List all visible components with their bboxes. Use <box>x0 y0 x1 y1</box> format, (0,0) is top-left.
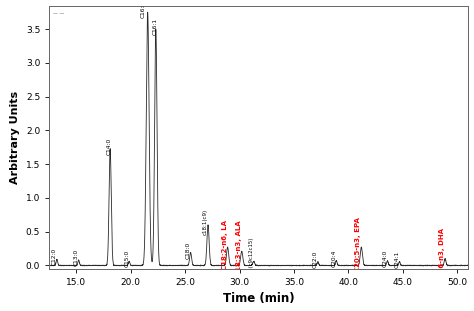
Text: C20:4: C20:4 <box>331 249 337 267</box>
Text: C15:0: C15:0 <box>124 250 129 267</box>
Text: C24:0: C24:0 <box>383 249 387 267</box>
Text: C18:2-n6, LA: C18:2-n6, LA <box>222 220 228 270</box>
Text: — —: — — <box>54 11 64 16</box>
Text: c18:3(c9c12c15): c18:3(c9c12c15) <box>249 237 254 281</box>
Text: C18:3-n3, ALA: C18:3-n3, ALA <box>236 221 242 276</box>
Text: C24:1: C24:1 <box>394 250 400 268</box>
Text: C18:0: C18:0 <box>186 241 191 258</box>
Text: C20:5-n3, EPA: C20:5-n3, EPA <box>356 217 361 272</box>
Text: C13:0: C13:0 <box>73 249 79 266</box>
Text: c18:1(c9): c18:1(c9) <box>203 209 208 235</box>
Text: C22:6-n3, DHA: C22:6-n3, DHA <box>439 228 445 285</box>
Text: C16:1: C16:1 <box>153 18 157 35</box>
Y-axis label: Arbitrary Units: Arbitrary Units <box>10 91 20 184</box>
X-axis label: Time (min): Time (min) <box>223 292 294 305</box>
Text: C22:0: C22:0 <box>313 250 318 268</box>
Text: C12:0: C12:0 <box>52 248 57 265</box>
Text: C16:0: C16:0 <box>141 1 146 18</box>
Text: C14:0: C14:0 <box>107 137 111 155</box>
